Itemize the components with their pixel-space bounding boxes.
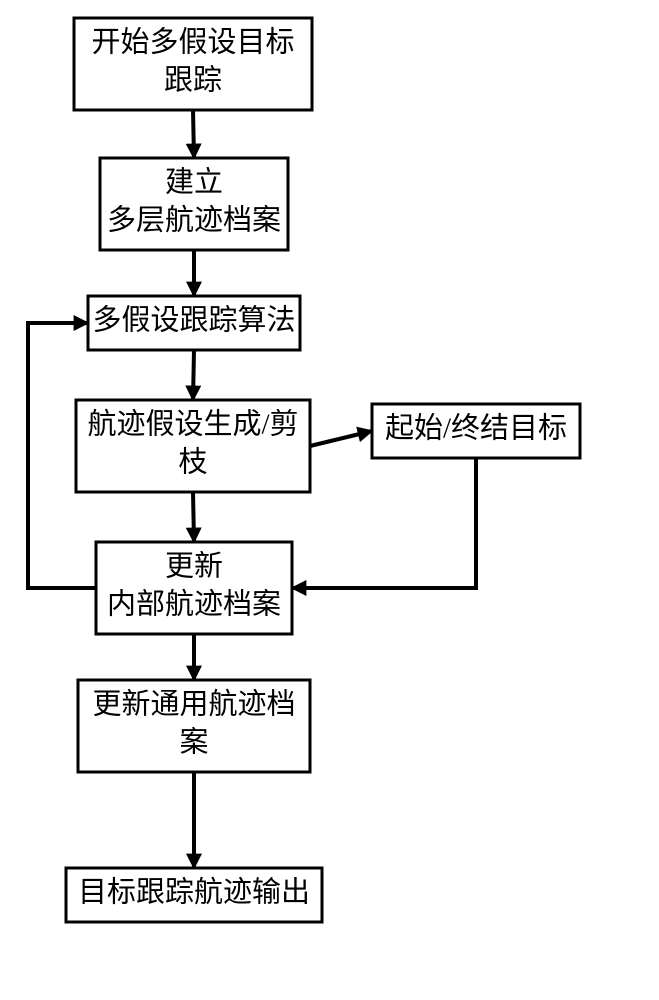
flow-node-n5: 更新内部航迹档案 [96, 542, 292, 634]
flow-node-n4b: 起始/终结目标 [372, 404, 580, 458]
flow-node-label: 目标跟踪航迹输出 [78, 876, 310, 909]
flow-node-label: 枝 [178, 446, 207, 479]
flow-node-n2: 建立多层航迹档案 [100, 158, 288, 250]
flow-node-label: 更新 [165, 550, 223, 583]
flow-edge [193, 492, 194, 542]
flow-node-label: 建立 [165, 166, 223, 199]
flowchart-canvas: 开始多假设目标跟踪建立多层航迹档案多假设跟踪算法航迹假设生成/剪枝起始/终结目标… [0, 0, 659, 1000]
flow-edge [193, 350, 194, 400]
flow-node-n1: 开始多假设目标跟踪 [74, 18, 312, 110]
flow-node-label: 航迹假设生成/剪 [87, 408, 298, 441]
flow-node-label: 起始/终结目标 [385, 412, 567, 445]
flow-node-n6: 更新通用航迹档案 [78, 680, 310, 772]
flow-node-n3: 多假设跟踪算法 [88, 296, 300, 350]
flow-node-n7: 目标跟踪航迹输出 [66, 868, 322, 922]
flow-node-n4: 航迹假设生成/剪枝 [76, 400, 310, 492]
flow-node-label: 跟踪 [164, 64, 222, 97]
flow-node-label: 更新通用航迹档 [92, 688, 295, 721]
flow-node-label: 内部航迹档案 [107, 588, 281, 621]
flow-edge [310, 431, 372, 446]
flow-node-label: 多假设跟踪算法 [92, 304, 295, 337]
flow-node-label: 多层航迹档案 [107, 204, 281, 237]
flow-node-label: 案 [179, 726, 208, 759]
flow-node-label: 开始多假设目标 [91, 26, 294, 59]
flow-edge [292, 458, 476, 588]
flow-edge [193, 110, 194, 158]
